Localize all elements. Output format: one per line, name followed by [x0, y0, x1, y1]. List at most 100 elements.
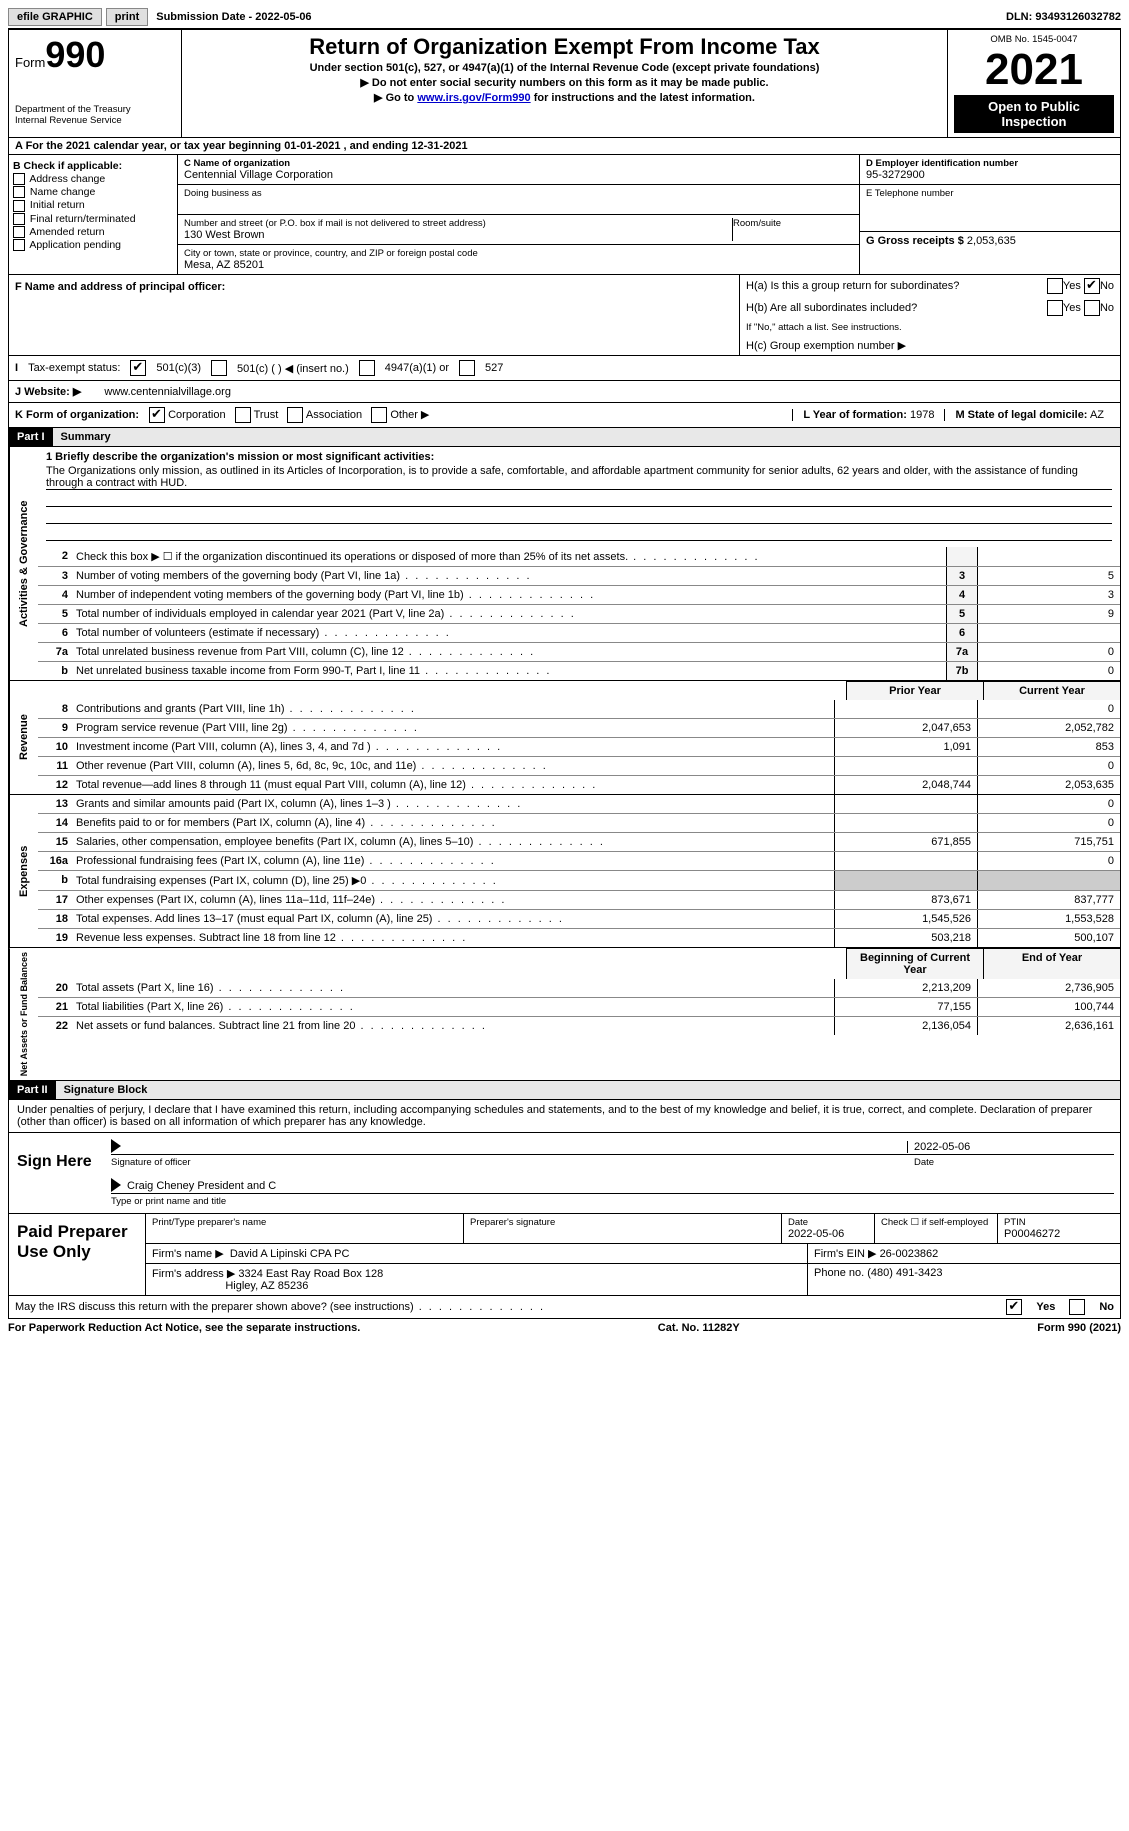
- section-c: C Name of organization Centennial Villag…: [178, 155, 859, 274]
- mission-label: 1 Briefly describe the organization's mi…: [46, 451, 434, 463]
- h-note: If "No," attach a list. See instructions…: [740, 319, 1120, 336]
- print-button[interactable]: print: [106, 8, 148, 26]
- check-option[interactable]: Amended return: [13, 226, 173, 238]
- firm-name: David A Lipinski CPA PC: [230, 1248, 350, 1260]
- row-i-tax-exempt: I Tax-exempt status: 501(c)(3) 501(c) ( …: [8, 356, 1121, 381]
- subtitle-2: ▶ Do not enter social security numbers o…: [188, 76, 941, 89]
- submission-date-label: Submission Date - 2022-05-06: [156, 11, 311, 23]
- summary-line: bNet unrelated business taxable income f…: [38, 661, 1120, 680]
- row-k-form-org: K Form of organization: Corporation Trus…: [8, 403, 1121, 428]
- h-a: H(a) Is this a group return for subordin…: [740, 275, 1120, 297]
- sign-here-label: Sign Here: [9, 1133, 105, 1213]
- check-option[interactable]: Final return/terminated: [13, 213, 173, 225]
- h-c: H(c) Group exemption number ▶: [740, 336, 1120, 355]
- part-2-header: Part II Signature Block: [8, 1081, 1121, 1100]
- hb-yes-checkbox[interactable]: [1047, 300, 1063, 316]
- summary-expenses: Expenses 13Grants and similar amounts pa…: [8, 795, 1121, 948]
- 501c3-checkbox[interactable]: [130, 360, 146, 376]
- firm-phone: (480) 491-3423: [867, 1267, 942, 1279]
- gross-receipts: 2,053,635: [967, 235, 1016, 247]
- summary-line: 20Total assets (Part X, line 16)2,213,20…: [38, 979, 1120, 997]
- signature-block: Under penalties of perjury, I declare th…: [8, 1100, 1121, 1296]
- revenue-header: Prior Year Current Year: [38, 681, 1120, 700]
- ha-no-checkbox[interactable]: [1084, 278, 1100, 294]
- form-header: Form990 Department of the Treasury Inter…: [8, 30, 1121, 138]
- mission-block: 1 Briefly describe the organization's mi…: [38, 447, 1120, 547]
- summary-line: 7aTotal unrelated business revenue from …: [38, 642, 1120, 661]
- mission-text: The Organizations only mission, as outli…: [46, 465, 1112, 490]
- summary-line: 16aProfessional fundraising fees (Part I…: [38, 851, 1120, 870]
- tax-year: 2021: [954, 45, 1114, 95]
- summary-revenue: Revenue Prior Year Current Year 8Contrib…: [8, 681, 1121, 795]
- ein: 95-3272900: [866, 169, 1114, 181]
- summary-line: 22Net assets or fund balances. Subtract …: [38, 1016, 1120, 1035]
- irs-label: Internal Revenue Service: [15, 115, 175, 126]
- check-option[interactable]: Application pending: [13, 239, 173, 251]
- vtab-expenses: Expenses: [9, 795, 38, 947]
- section-f-label: F Name and address of principal officer:: [15, 281, 225, 293]
- subtitle-3: ▶ Go to www.irs.gov/Form990 for instruct…: [188, 91, 941, 104]
- summary-line: 13Grants and similar amounts paid (Part …: [38, 795, 1120, 813]
- summary-line: 8Contributions and grants (Part VIII, li…: [38, 700, 1120, 718]
- summary-line: 3Number of voting members of the governi…: [38, 566, 1120, 585]
- summary-line: 15Salaries, other compensation, employee…: [38, 832, 1120, 851]
- row-a-tax-year: A For the 2021 calendar year, or tax yea…: [8, 138, 1121, 155]
- summary-governance: Activities & Governance 1 Briefly descri…: [8, 447, 1121, 681]
- form-number: Form990: [15, 34, 175, 76]
- 501c-checkbox[interactable]: [211, 360, 227, 376]
- website-url: www.centennialvillage.org: [104, 386, 231, 398]
- row-j-website: J Website: ▶ www.centennialvillage.org: [8, 381, 1121, 403]
- k-checkbox[interactable]: [287, 407, 303, 423]
- ha-yes-checkbox[interactable]: [1047, 278, 1063, 294]
- summary-line: 21Total liabilities (Part X, line 26)77,…: [38, 997, 1120, 1016]
- h-b: H(b) Are all subordinates included? Yes …: [740, 297, 1120, 319]
- arrow-icon: [111, 1178, 121, 1192]
- k-checkbox[interactable]: [371, 407, 387, 423]
- sig-date: 2022-05-06: [907, 1141, 1114, 1153]
- irs-link[interactable]: www.irs.gov/Form990: [417, 92, 530, 104]
- k-checkbox[interactable]: [235, 407, 251, 423]
- part-1-header: Part I Summary: [8, 428, 1121, 447]
- net-assets-header: Beginning of Current Year End of Year: [38, 948, 1120, 979]
- summary-line: 17Other expenses (Part IX, column (A), l…: [38, 890, 1120, 909]
- block-f-h: F Name and address of principal officer:…: [8, 275, 1121, 356]
- 4947-checkbox[interactable]: [359, 360, 375, 376]
- top-bar: efile GRAPHIC print Submission Date - 20…: [8, 8, 1121, 30]
- check-option[interactable]: Initial return: [13, 199, 173, 211]
- check-option[interactable]: Name change: [13, 186, 173, 198]
- summary-line: 9Program service revenue (Part VIII, lin…: [38, 718, 1120, 737]
- 527-checkbox[interactable]: [459, 360, 475, 376]
- summary-net-assets: Net Assets or Fund Balances Beginning of…: [8, 948, 1121, 1081]
- page-footer: For Paperwork Reduction Act Notice, see …: [8, 1319, 1121, 1337]
- summary-line: bTotal fundraising expenses (Part IX, co…: [38, 870, 1120, 890]
- summary-line: 18Total expenses. Add lines 13–17 (must …: [38, 909, 1120, 928]
- summary-line: 6Total number of volunteers (estimate if…: [38, 623, 1120, 642]
- summary-line: 14Benefits paid to or for members (Part …: [38, 813, 1120, 832]
- k-checkbox[interactable]: [149, 407, 165, 423]
- arrow-icon: [111, 1139, 121, 1153]
- subtitle-1: Under section 501(c), 527, or 4947(a)(1)…: [188, 62, 941, 74]
- summary-line: 4Number of independent voting members of…: [38, 585, 1120, 604]
- summary-line: 2Check this box ▶ ☐ if the organization …: [38, 547, 1120, 566]
- summary-line: 10Investment income (Part VIII, column (…: [38, 737, 1120, 756]
- paid-preparer: Paid Preparer Use Only Print/Type prepar…: [9, 1213, 1120, 1295]
- org-name: Centennial Village Corporation: [184, 169, 853, 181]
- year-formation: 1978: [910, 409, 934, 421]
- street-address: 130 West Brown: [184, 229, 732, 241]
- check-option[interactable]: Address change: [13, 173, 173, 185]
- discuss-yes-checkbox[interactable]: [1006, 1299, 1022, 1315]
- form-title: Return of Organization Exempt From Incom…: [188, 34, 941, 60]
- state-domicile: AZ: [1090, 409, 1104, 421]
- dept-treasury: Department of the Treasury: [15, 104, 175, 115]
- summary-line: 12Total revenue—add lines 8 through 11 (…: [38, 775, 1120, 794]
- discuss-no-checkbox[interactable]: [1069, 1299, 1085, 1315]
- hb-no-checkbox[interactable]: [1084, 300, 1100, 316]
- vtab-revenue: Revenue: [9, 681, 38, 794]
- dln: DLN: 93493126032782: [1006, 11, 1121, 23]
- summary-line: 19Revenue less expenses. Subtract line 1…: [38, 928, 1120, 947]
- signature-intro: Under penalties of perjury, I declare th…: [9, 1100, 1120, 1133]
- vtab-net-assets: Net Assets or Fund Balances: [9, 948, 38, 1080]
- efile-button[interactable]: efile GRAPHIC: [8, 8, 102, 26]
- summary-line: 5Total number of individuals employed in…: [38, 604, 1120, 623]
- summary-line: 11Other revenue (Part VIII, column (A), …: [38, 756, 1120, 775]
